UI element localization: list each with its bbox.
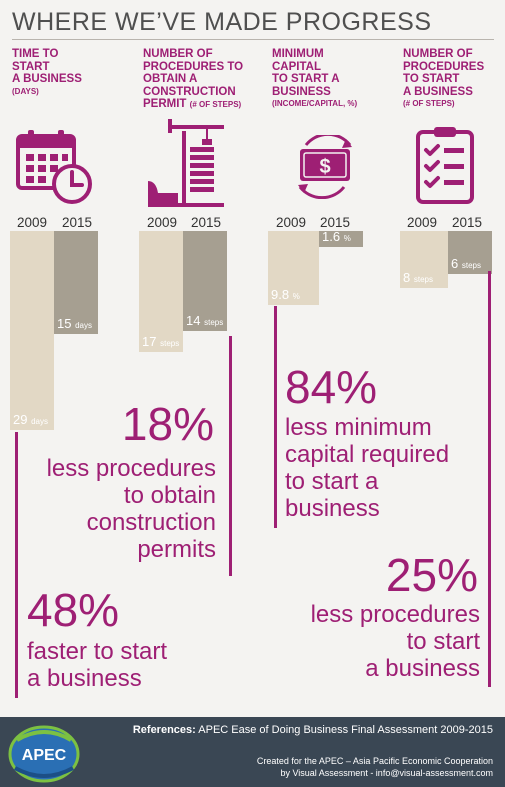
callout-capital-percent: 84% [285,361,378,413]
chart-3-label-2009: 8 steps [403,270,433,285]
chart-3-year-2015: 2015 [452,215,483,230]
chart-0-label-2015: 15 days [57,315,92,331]
title-divider [12,39,494,40]
callout-time-text: faster to start a business [27,638,168,692]
chart-0-label-2009: 29 days [13,412,48,427]
chart-1-bar-2015 [183,231,227,331]
references-line: References: APEC Ease of Doing Business … [132,724,493,736]
page-title: WHERE WE’VE MADE PROGRESS [12,8,432,36]
callout-construction-percent: 18% [121,398,214,450]
apec-logo: APEC [8,725,80,783]
callout-time-percent: 48% [27,584,120,636]
chart-1-year-2009: 2009 [147,215,178,230]
chart-1-label-2015: 14 steps [186,312,224,328]
callout-capital-text: less minimum capital required to start a bu… [285,414,450,522]
column-heading-procedures: NUMBER OF PROCEDURES TO START A BUSINESS (#… [403,48,485,108]
chart-3-label-2015: 6 steps [451,255,481,271]
credit-text: Created for the APEC – Asia Pacific Econ… [256,756,493,778]
callout-procedures-text: less procedures to start a business [310,601,480,682]
connector-line-procedures [488,271,491,687]
chart-1-label-2009: 17 steps [142,334,180,349]
chart-2-bar-2009 [268,231,319,305]
chart-2-label-2015: 1.6 % [322,229,351,244]
svg-text:$: $ [319,156,330,178]
column-heading-time: TIME TO START A BUSINESS (DAYS) [12,48,82,96]
apec-logo-text: APEC [22,747,67,764]
footer: APEC References: APEC Ease of Doing Busi… [0,717,505,787]
chart-1-year-2015: 2015 [191,215,222,230]
column-heading-construction: NUMBER OF PROCEDURES TO OBTAIN A CONSTRUCTI… [143,48,244,110]
connector-line-construction [229,336,232,576]
chart-2-year-2015: 2015 [320,215,351,230]
chart-3-bar-2015 [448,231,492,274]
chart-3-bar-2009 [400,231,448,288]
chart-3-year-2009: 2009 [407,215,438,230]
money-cycle-icon: $ [298,135,352,199]
chart-2-year-2009: 2009 [276,215,307,230]
chart-1-bar-2009 [139,231,183,352]
chart-0-year-2009: 2009 [17,215,48,230]
chart-0-bar-2009 [10,231,54,430]
connector-line-time [15,432,18,698]
checklist-icon [416,127,474,204]
connector-line-capital [274,306,277,528]
chart-0-bar-2015 [54,231,98,334]
chart-2-bar-2015 [319,231,363,247]
chart-0-year-2015: 2015 [62,215,93,230]
callout-construction-text: less procedures to obtain construction perm… [46,455,216,563]
calendar-clock-icon [16,130,92,204]
chart-2-label-2009: 9.8 % [271,287,300,302]
column-heading-capital: MINIMUM CAPITAL TO START A BUSINESS (INCOME… [272,48,358,108]
callout-procedures-percent: 25% [385,549,478,601]
crane-building-icon [148,119,224,207]
